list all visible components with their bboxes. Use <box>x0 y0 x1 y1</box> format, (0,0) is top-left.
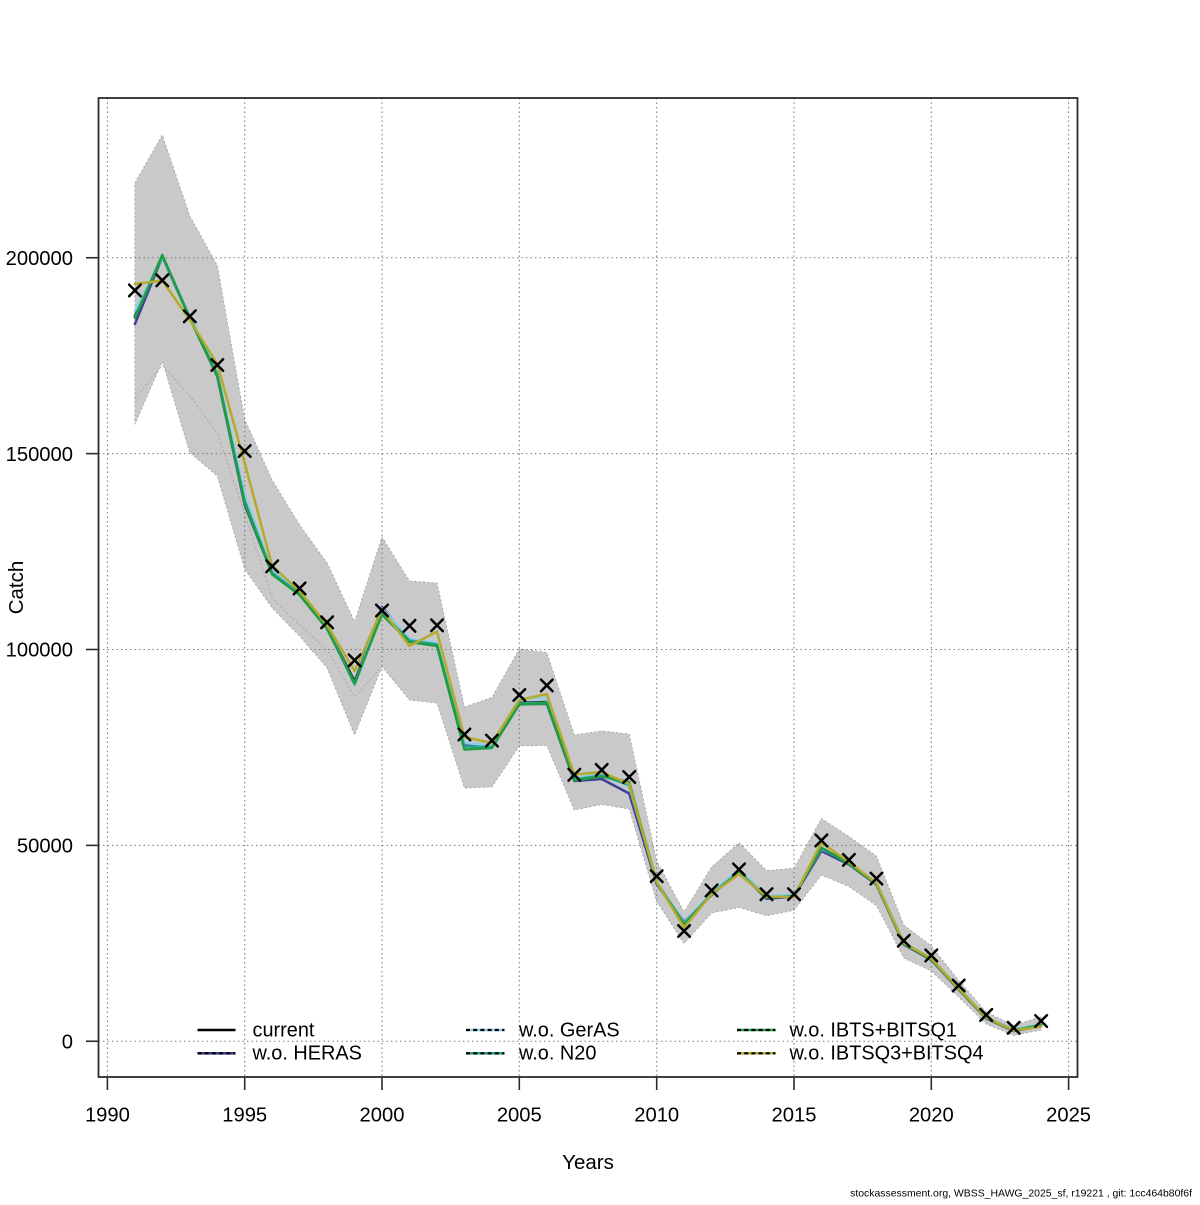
svg-text:1990: 1990 <box>85 1105 130 1127</box>
svg-text:w.o. N20: w.o. N20 <box>518 1043 596 1065</box>
svg-text:2005: 2005 <box>497 1105 542 1127</box>
svg-text:2010: 2010 <box>634 1105 679 1127</box>
svg-text:1995: 1995 <box>222 1105 267 1127</box>
svg-text:2000: 2000 <box>360 1105 405 1127</box>
svg-text:2015: 2015 <box>772 1105 817 1127</box>
svg-text:w.o. IBTSQ3+BITSQ4: w.o. IBTSQ3+BITSQ4 <box>789 1043 984 1065</box>
svg-text:w.o. IBTS+BITSQ1: w.o. IBTS+BITSQ1 <box>789 1019 957 1041</box>
svg-text:stockassessment.org, WBSS_HAWG: stockassessment.org, WBSS_HAWG_2025_sf, … <box>850 1189 1192 1200</box>
svg-text:Catch: Catch <box>5 561 28 615</box>
svg-text:2020: 2020 <box>909 1105 954 1127</box>
svg-text:150000: 150000 <box>6 444 73 466</box>
svg-text:100000: 100000 <box>6 640 73 662</box>
svg-text:Years: Years <box>562 1151 614 1174</box>
svg-text:w.o. HERAS: w.o. HERAS <box>252 1043 362 1065</box>
svg-text:200000: 200000 <box>6 248 73 270</box>
svg-text:50000: 50000 <box>17 836 73 858</box>
svg-text:2025: 2025 <box>1046 1105 1091 1127</box>
svg-text:0: 0 <box>62 1032 73 1054</box>
svg-text:current: current <box>253 1019 315 1041</box>
svg-text:w.o. GerAS: w.o. GerAS <box>518 1019 620 1041</box>
